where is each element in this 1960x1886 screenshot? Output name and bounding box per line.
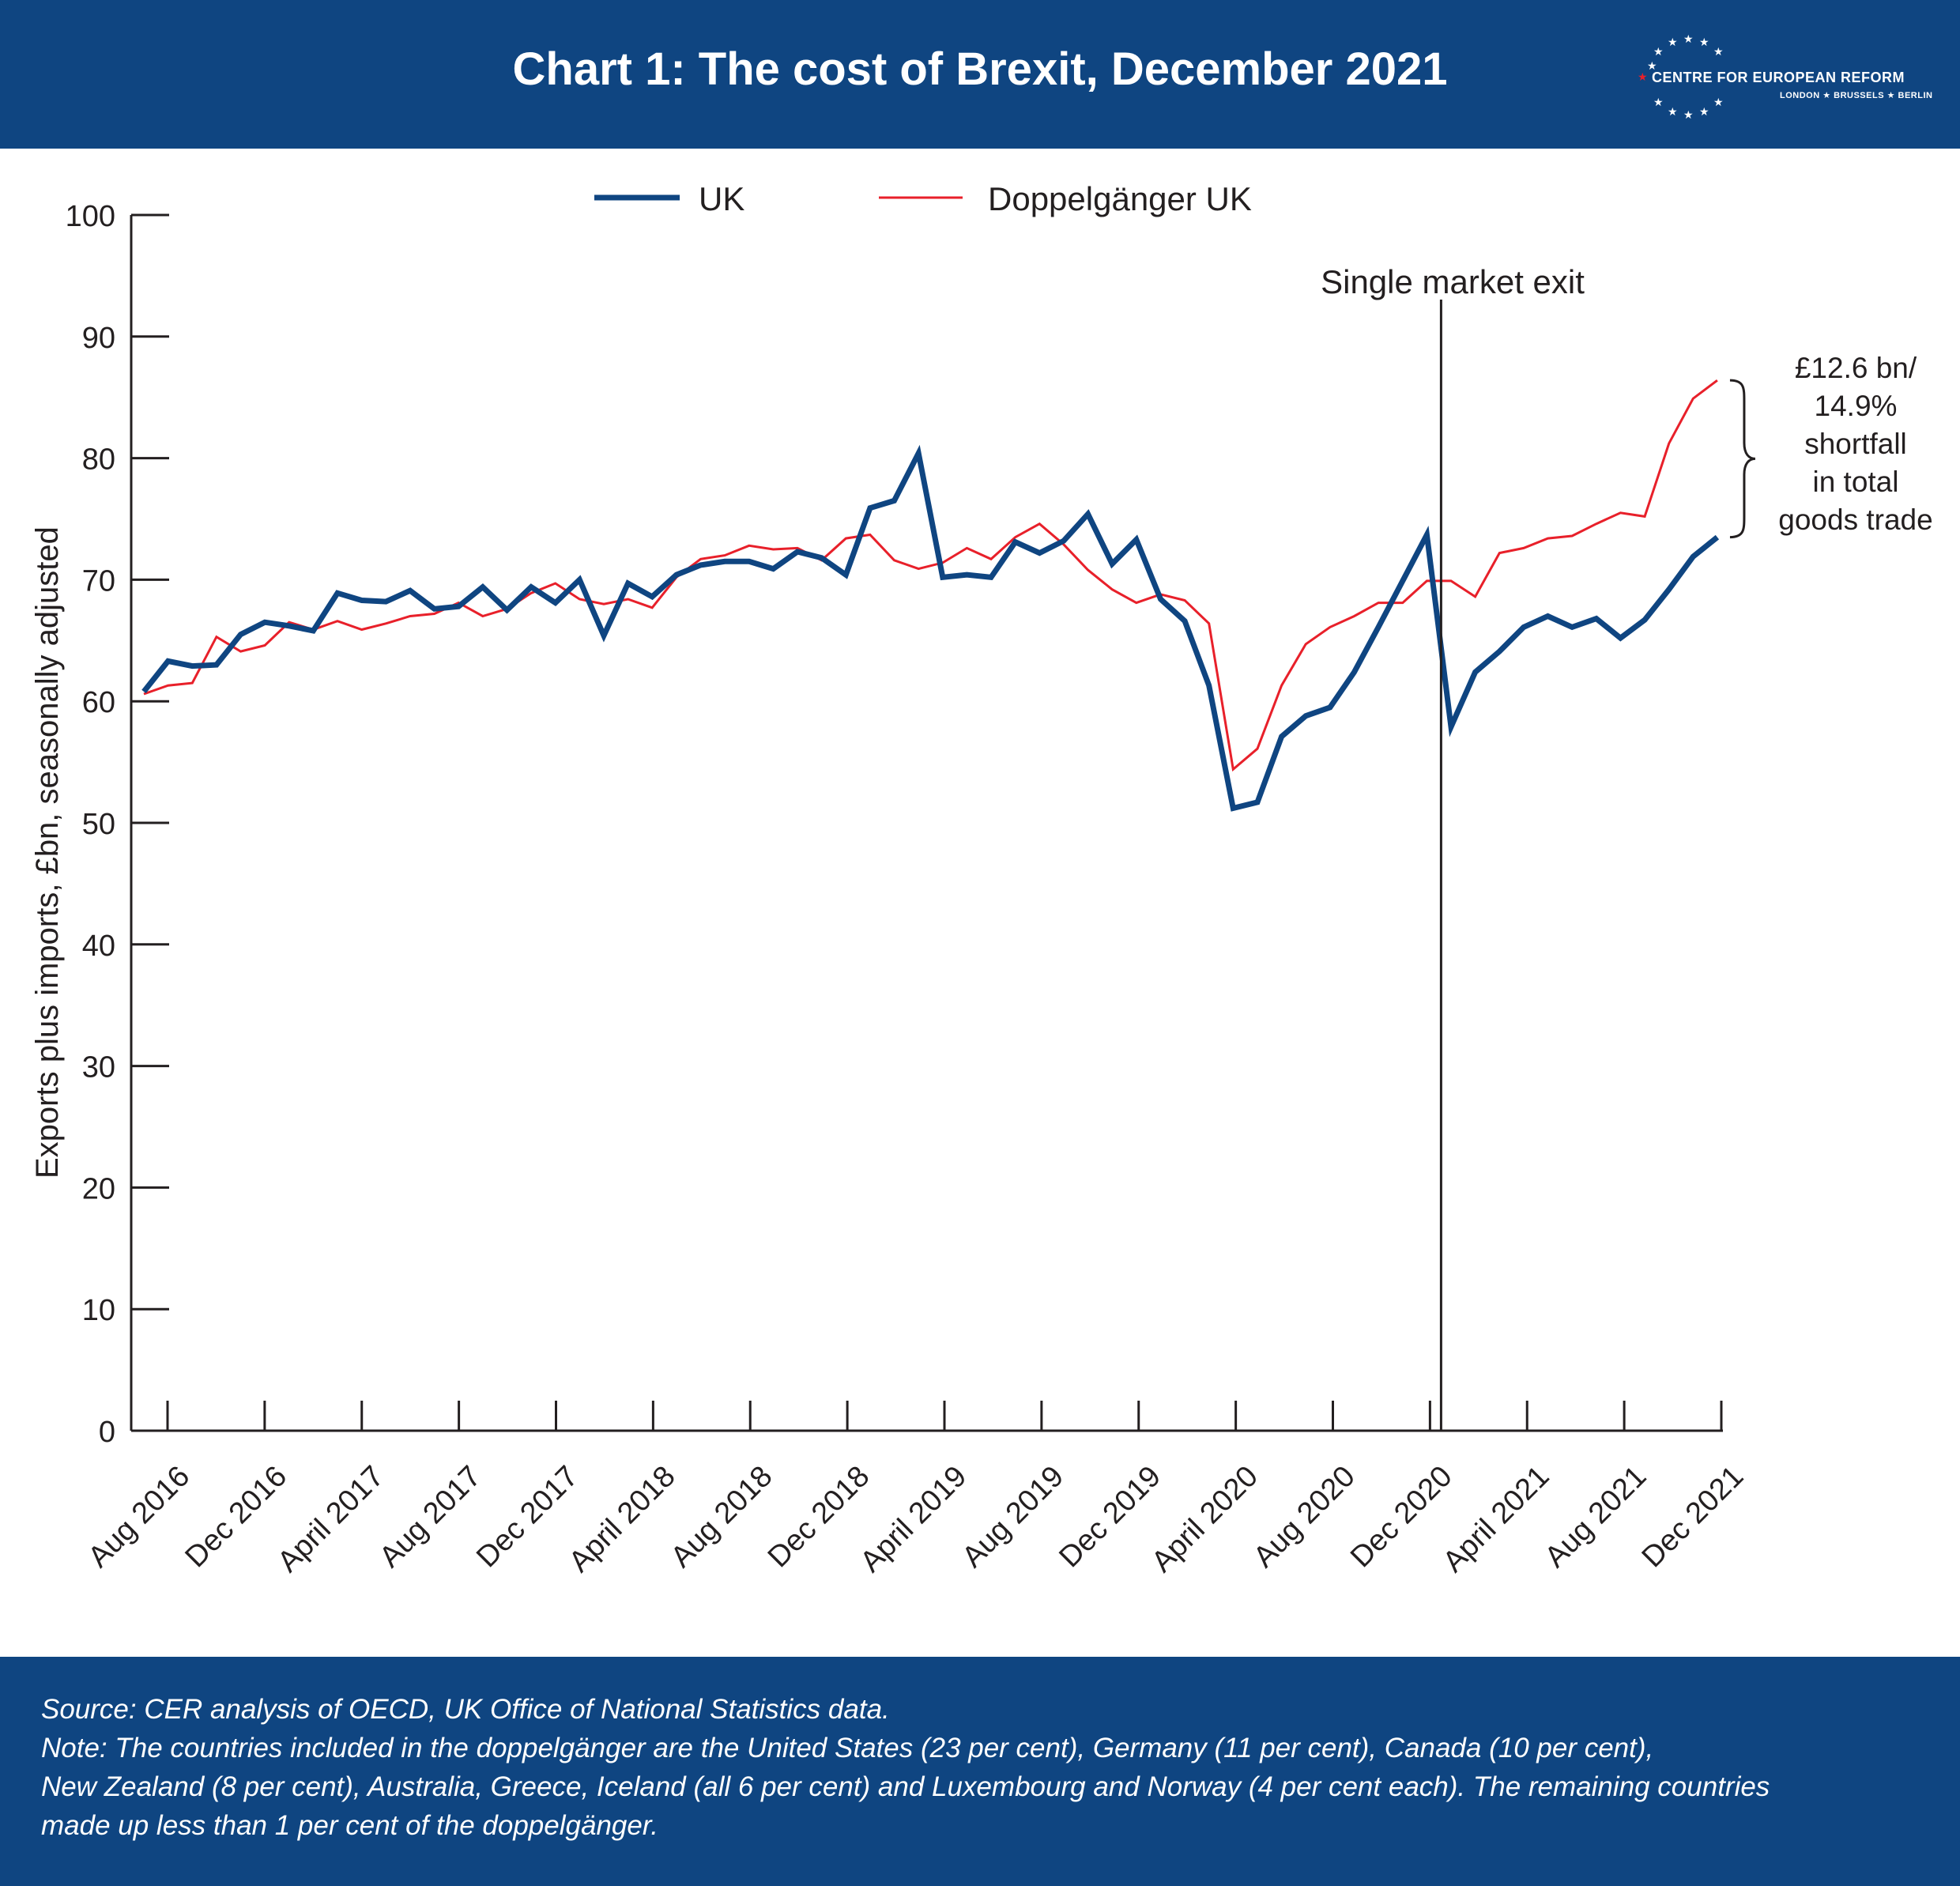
logo-star-icon: ★ <box>1668 36 1678 48</box>
y-tick-label: 40 <box>82 930 115 963</box>
x-tick-label: Aug 2021 <box>1539 1460 1653 1575</box>
footer: Source: CER analysis of OECD, UK Office … <box>0 1657 1960 1886</box>
logo-star-icon: ★ <box>1647 59 1657 72</box>
series-line-doppelganger <box>143 379 1718 772</box>
y-tick-label: 50 <box>82 808 115 841</box>
series-lines <box>141 379 1720 812</box>
shortfall-brace <box>1729 379 1756 539</box>
logo-star-icon: ★ <box>1699 105 1709 118</box>
series-line-uk <box>141 444 1720 812</box>
y-axis-label: Exports plus imports, £bn, seasonally ad… <box>30 526 65 1179</box>
chart-title: Chart 1: The cost of Brexit, December 20… <box>512 43 1448 95</box>
note-line: New Zealand (8 per cent), Australia, Gre… <box>41 1771 1770 1802</box>
logo-star-icon: ★ <box>1713 45 1724 58</box>
x-tick-label: April 2020 <box>1145 1460 1265 1579</box>
logo-red-star-icon: ★ <box>1638 70 1648 83</box>
note-line: Note: The countries included in the dopp… <box>41 1733 1654 1763</box>
logo-cities: LONDON ★ BRUSSELS ★ BERLIN <box>1780 91 1933 100</box>
y-tick-label: 100 <box>66 200 115 233</box>
y-tick-label: 20 <box>82 1172 115 1205</box>
y-tick-label: 60 <box>82 686 115 719</box>
logo-star-icon: ★ <box>1653 96 1664 108</box>
x-tick-label: Aug 2020 <box>1247 1460 1362 1575</box>
logo-star-icon: ★ <box>1713 96 1724 108</box>
x-tick-label: Aug 2017 <box>373 1460 488 1575</box>
cer-logo: ★ ★ ★ ★ ★ ★ ★ ★ ★ ★ ★ ★ CENTRE FOR EUROP… <box>1628 32 1932 126</box>
x-tick-label: April 2019 <box>854 1460 974 1579</box>
y-tick-label: 90 <box>82 322 115 355</box>
y-tick-label: 30 <box>82 1051 115 1084</box>
x-tick-label: Aug 2019 <box>956 1460 1070 1575</box>
note-line: made up less than 1 per cent of the dopp… <box>41 1810 658 1841</box>
logo-star-icon: ★ <box>1683 108 1694 121</box>
legend-label: Doppelgänger UK <box>988 180 1252 217</box>
shortfall-label-line: goods trade <box>1778 504 1932 536</box>
header-banner: Chart 1: The cost of Brexit, December 20… <box>0 0 1960 149</box>
shortfall-label-line: 14.9% <box>1815 390 1898 422</box>
x-tick-label: Dec 2021 <box>1636 1460 1751 1575</box>
shortfall-label-line: in total <box>1812 466 1898 498</box>
logo-name: CENTRE FOR EUROPEAN REFORM <box>1652 70 1905 85</box>
x-tick-label: Aug 2016 <box>82 1460 197 1575</box>
logo-star-icon: ★ <box>1683 32 1694 45</box>
y-tick-label: 70 <box>82 564 115 598</box>
legend-label: UK <box>699 180 744 217</box>
x-tick-label: April 2021 <box>1437 1460 1556 1579</box>
x-tick-label: Aug 2018 <box>665 1460 779 1575</box>
logo-star-icon: ★ <box>1699 36 1709 48</box>
x-tick-label: April 2017 <box>271 1460 390 1579</box>
logo-star-icon: ★ <box>1653 45 1664 58</box>
y-tick-label: 10 <box>82 1294 115 1327</box>
shortfall-label-line: shortfall <box>1804 428 1907 460</box>
y-tick-label: 80 <box>82 443 115 477</box>
y-tick-label: 0 <box>99 1416 115 1449</box>
logo-star-icon: ★ <box>1668 105 1678 118</box>
legend: UK Doppelgänger UK <box>594 180 1252 217</box>
single-market-exit-label: Single market exit <box>1321 263 1585 300</box>
source-note: Source: CER analysis of OECD, UK Office … <box>41 1694 890 1725</box>
x-tick-label: April 2018 <box>563 1460 682 1579</box>
shortfall-label-line: £12.6 bn/ <box>1795 352 1917 384</box>
footer-text: Source: CER analysis of OECD, UK Office … <box>41 1690 1922 1845</box>
y-axis: 0 10 20 30 40 50 60 70 80 90 100 <box>66 200 169 1449</box>
annotations: Single market exit £12.6 bn/14.9% shortfal… <box>1321 263 1933 1431</box>
